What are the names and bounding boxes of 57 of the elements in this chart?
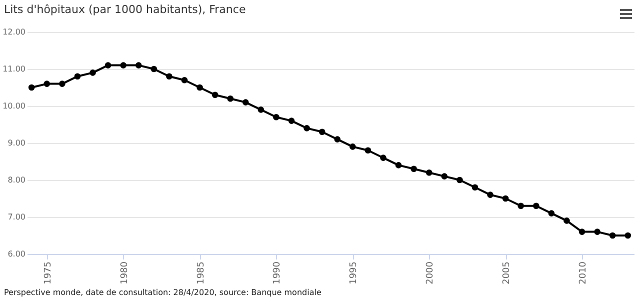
y-tick-label: 11.00: [2, 64, 26, 74]
point: [487, 192, 494, 198]
point: [518, 202, 524, 210]
x-tick-label: 1995: [349, 262, 360, 284]
x-tick-label: 1990: [272, 261, 283, 284]
point: [59, 80, 66, 87]
point: [380, 154, 386, 161]
point: [609, 232, 616, 239]
point: [181, 76, 188, 84]
point: [120, 62, 126, 68]
point: [104, 62, 112, 68]
point: [227, 95, 234, 102]
y-tick-label: 9.00: [8, 138, 26, 148]
point: [74, 73, 81, 80]
point: [532, 202, 540, 210]
point: [578, 228, 586, 235]
point: [472, 184, 478, 191]
text: Perspective monde, date de consultation: 28/4/2020, source: Banque mondiale: [4, 288, 322, 297]
point: [212, 92, 218, 98]
point: [242, 99, 249, 106]
point: [28, 84, 35, 91]
point: [150, 66, 158, 72]
point: [502, 195, 509, 202]
x-tick-label: 1975: [43, 262, 54, 284]
x-tick-label: 1985: [196, 262, 206, 284]
y-tick-label: 10.00: [2, 102, 26, 110]
x-tick-label: 2000: [426, 261, 436, 284]
point: [304, 125, 310, 132]
x-tick-label: 2005: [502, 262, 512, 284]
point: [135, 62, 142, 68]
point: [594, 228, 600, 235]
point: [548, 210, 555, 216]
x-tick-label: 2010: [578, 261, 589, 284]
point: [334, 136, 341, 142]
y-tick-label: 12.00: [2, 28, 26, 36]
point: [196, 84, 203, 91]
y-tick-label: 8.00: [8, 176, 26, 184]
point: [624, 232, 632, 239]
point: [90, 70, 96, 76]
x-tick-label: 1980: [120, 261, 130, 284]
point: [273, 114, 280, 120]
point: [350, 144, 356, 150]
point: [441, 173, 448, 180]
point: [364, 147, 372, 154]
point: [410, 166, 417, 172]
y-tick-label: 6.00: [8, 250, 26, 258]
chart-title: Lits d'hôpitaux (par 1000 habitants), France: [4, 3, 246, 16]
point: [564, 218, 570, 224]
y-tick-label: 7.00: [8, 212, 26, 222]
point: [318, 128, 326, 136]
point: [166, 73, 172, 80]
point: [395, 162, 402, 168]
point: [426, 169, 432, 176]
point: [456, 176, 463, 184]
point: [288, 118, 295, 124]
point: [44, 80, 50, 87]
point: [258, 106, 264, 113]
